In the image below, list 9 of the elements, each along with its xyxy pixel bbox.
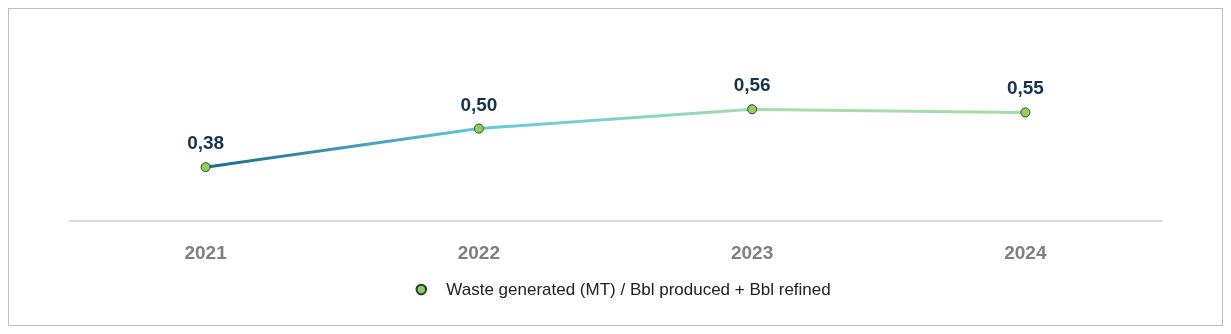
data-label: 0,56	[733, 74, 771, 96]
x-tick-label: 2023	[730, 242, 774, 263]
data-label: 0,38	[187, 132, 225, 154]
data-label: 0,50	[460, 93, 498, 115]
x-tick-label: 2024	[1004, 242, 1047, 263]
x-tick-label: 2022	[457, 242, 501, 263]
legend-label: Waste generated (MT) / Bbl produced + Bbl refined	[446, 280, 831, 299]
data-label: 0,55	[1006, 77, 1045, 99]
x-tick-label: 2021	[184, 242, 228, 263]
